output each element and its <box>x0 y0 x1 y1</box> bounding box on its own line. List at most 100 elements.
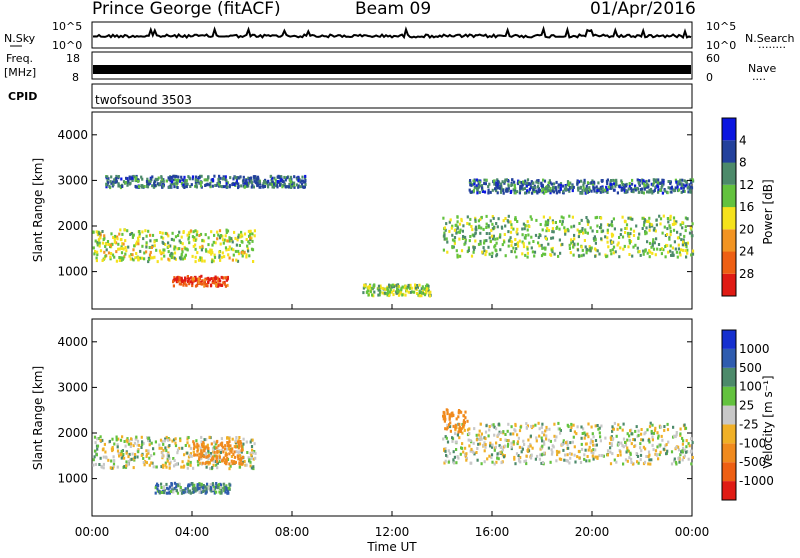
echo-cell <box>673 457 676 461</box>
echo-cell <box>552 188 555 192</box>
echo-cell <box>629 217 632 221</box>
echo-cell <box>179 439 182 443</box>
echo-cell <box>637 180 640 184</box>
echo-cell <box>143 463 146 467</box>
echo-cell <box>675 220 678 224</box>
echo-cell <box>167 454 170 458</box>
echo-cell <box>626 438 629 442</box>
echo-cell <box>609 239 612 243</box>
echo-cell <box>227 248 230 251</box>
echo-cell <box>662 178 665 182</box>
echo-cell <box>122 247 125 251</box>
echo-cell <box>665 452 668 456</box>
echo-cell <box>120 245 123 249</box>
echo-cell <box>210 489 213 493</box>
echo-cell <box>146 177 149 181</box>
echo-cell <box>187 489 191 493</box>
echo-cell <box>639 446 642 450</box>
echo-cell <box>531 186 534 190</box>
echo-cell <box>240 251 243 254</box>
echo-cell <box>568 184 571 187</box>
echo-cell <box>195 183 198 187</box>
echo-cell <box>270 183 273 186</box>
echo-cell <box>621 183 625 186</box>
echo-cell <box>557 427 560 431</box>
echo-cell <box>495 460 498 464</box>
echo-cell <box>188 177 191 181</box>
echo-cell <box>462 424 465 428</box>
echo-cell <box>120 256 123 260</box>
echo-cell <box>504 178 507 182</box>
echo-cell <box>605 255 608 259</box>
echo-cell <box>180 182 183 185</box>
echo-cell <box>532 424 535 428</box>
echo-cell <box>462 224 465 228</box>
echo-cell <box>428 294 431 298</box>
echo-cell <box>96 444 100 448</box>
echo-cell <box>649 421 652 425</box>
echo-cell <box>176 462 179 466</box>
echo-cell <box>238 436 241 439</box>
echo-cell <box>499 248 502 252</box>
echo-cell <box>228 440 231 444</box>
echo-cell <box>582 181 585 185</box>
echo-cell <box>640 449 643 453</box>
echo-cell <box>559 431 562 435</box>
echo-cell <box>524 179 527 183</box>
echo-cell <box>517 436 520 440</box>
echo-cell <box>485 424 488 428</box>
echo-cell <box>549 460 552 464</box>
echo-cell <box>221 238 225 242</box>
echo-cell <box>657 436 660 440</box>
echo-cell <box>479 217 482 221</box>
echo-cell <box>688 231 692 235</box>
echo-cell <box>444 228 447 232</box>
echo-cell <box>468 188 471 192</box>
echo-cell <box>120 450 123 453</box>
echo-cell <box>592 186 595 190</box>
echo-cell <box>578 456 581 460</box>
echo-cell <box>672 253 675 257</box>
echo-cell <box>104 450 107 454</box>
echo-cell <box>173 256 176 260</box>
echo-cell <box>221 441 224 445</box>
echo-cell <box>684 184 687 188</box>
x-tick-label: 00:00 <box>675 525 710 539</box>
echo-cell <box>396 287 399 291</box>
echo-cell <box>596 215 599 219</box>
echo-cell <box>691 249 695 253</box>
echo-cell <box>558 190 561 194</box>
echo-cell <box>164 231 167 235</box>
echo-cell <box>224 487 227 491</box>
echo-cell <box>203 178 206 182</box>
echo-cell <box>660 434 663 438</box>
echo-cell <box>237 446 240 450</box>
echo-cell <box>592 435 595 439</box>
echo-cell <box>475 178 479 182</box>
echo-cell <box>205 487 208 491</box>
echo-cell <box>488 232 491 236</box>
echo-cell <box>611 240 614 244</box>
echo-cell <box>597 181 600 185</box>
echo-cell <box>480 432 483 436</box>
echo-cell <box>562 216 565 220</box>
echo-cell <box>443 231 446 235</box>
echo-cell <box>585 442 588 446</box>
echo-cell <box>468 239 471 243</box>
echo-cell <box>601 186 604 190</box>
echo-cell <box>648 241 652 245</box>
echo-cell <box>571 189 574 193</box>
echo-cell <box>645 185 648 189</box>
echo-cell <box>558 450 561 454</box>
echo-cell <box>479 231 482 235</box>
echo-cell <box>220 489 223 493</box>
echo-cell <box>110 252 113 255</box>
echo-cell <box>674 460 678 464</box>
echo-cell <box>446 423 449 427</box>
echo-cell <box>218 181 221 184</box>
echo-cell <box>684 216 687 220</box>
echo-cell <box>228 185 231 189</box>
echo-cell <box>594 443 597 447</box>
echo-cell <box>505 187 508 191</box>
echo-cell <box>662 214 665 218</box>
